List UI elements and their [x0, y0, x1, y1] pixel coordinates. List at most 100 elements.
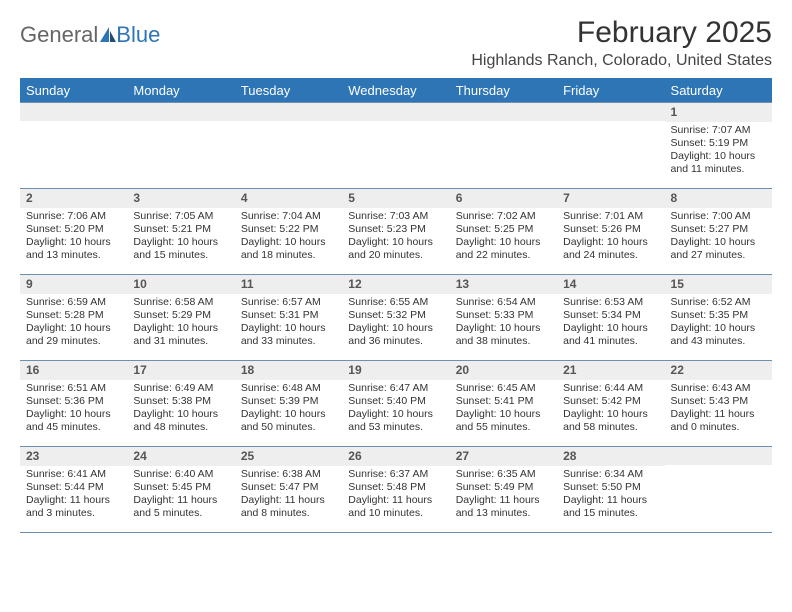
- sunrise-text: Sunrise: 6:34 AM: [563, 468, 658, 481]
- location-label: Highlands Ranch, Colorado, United States: [471, 52, 772, 70]
- calendar-day-cell: 13Sunrise: 6:54 AMSunset: 5:33 PMDayligh…: [450, 275, 557, 361]
- calendar-week-row: 23Sunrise: 6:41 AMSunset: 5:44 PMDayligh…: [20, 447, 772, 533]
- day-details: Sunrise: 7:07 AMSunset: 5:19 PMDaylight:…: [665, 122, 772, 181]
- daylight-text: Daylight: 10 hours and 29 minutes.: [26, 322, 121, 348]
- calendar-day-cell: 4Sunrise: 7:04 AMSunset: 5:22 PMDaylight…: [235, 189, 342, 275]
- day-details: Sunrise: 6:59 AMSunset: 5:28 PMDaylight:…: [20, 294, 127, 353]
- sunrise-text: Sunrise: 6:43 AM: [671, 382, 766, 395]
- daylight-text: Daylight: 10 hours and 18 minutes.: [241, 236, 336, 262]
- day-number: 12: [342, 275, 449, 294]
- day-number: [20, 103, 127, 121]
- day-details: Sunrise: 6:52 AMSunset: 5:35 PMDaylight:…: [665, 294, 772, 353]
- page-header: General Blue February 2025 Highlands Ran…: [20, 16, 772, 70]
- day-number: 24: [127, 447, 234, 466]
- calendar-day-cell: 14Sunrise: 6:53 AMSunset: 5:34 PMDayligh…: [557, 275, 664, 361]
- daylight-text: Daylight: 11 hours and 10 minutes.: [348, 494, 443, 520]
- day-details: Sunrise: 6:51 AMSunset: 5:36 PMDaylight:…: [20, 380, 127, 439]
- sunset-text: Sunset: 5:45 PM: [133, 481, 228, 494]
- logo-text-general: General: [20, 22, 98, 48]
- day-details: Sunrise: 6:44 AMSunset: 5:42 PMDaylight:…: [557, 380, 664, 439]
- calendar-day-cell: 24Sunrise: 6:40 AMSunset: 5:45 PMDayligh…: [127, 447, 234, 533]
- day-number: 21: [557, 361, 664, 380]
- calendar-day-cell: 28Sunrise: 6:34 AMSunset: 5:50 PMDayligh…: [557, 447, 664, 533]
- calendar-day-cell: 12Sunrise: 6:55 AMSunset: 5:32 PMDayligh…: [342, 275, 449, 361]
- day-number: 3: [127, 189, 234, 208]
- daylight-text: Daylight: 10 hours and 55 minutes.: [456, 408, 551, 434]
- weekday-header: Thursday: [450, 79, 557, 103]
- day-number: 10: [127, 275, 234, 294]
- sunset-text: Sunset: 5:25 PM: [456, 223, 551, 236]
- sunset-text: Sunset: 5:42 PM: [563, 395, 658, 408]
- calendar-day-cell: 21Sunrise: 6:44 AMSunset: 5:42 PMDayligh…: [557, 361, 664, 447]
- day-details: Sunrise: 7:06 AMSunset: 5:20 PMDaylight:…: [20, 208, 127, 267]
- sunset-text: Sunset: 5:27 PM: [671, 223, 766, 236]
- sunset-text: Sunset: 5:23 PM: [348, 223, 443, 236]
- daylight-text: Daylight: 11 hours and 0 minutes.: [671, 408, 766, 434]
- daylight-text: Daylight: 10 hours and 41 minutes.: [563, 322, 658, 348]
- sunrise-text: Sunrise: 7:04 AM: [241, 210, 336, 223]
- sunrise-text: Sunrise: 6:47 AM: [348, 382, 443, 395]
- sunset-text: Sunset: 5:32 PM: [348, 309, 443, 322]
- day-details: Sunrise: 7:01 AMSunset: 5:26 PMDaylight:…: [557, 208, 664, 267]
- day-number: 23: [20, 447, 127, 466]
- calendar-day-cell: 7Sunrise: 7:01 AMSunset: 5:26 PMDaylight…: [557, 189, 664, 275]
- daylight-text: Daylight: 10 hours and 22 minutes.: [456, 236, 551, 262]
- day-number: 16: [20, 361, 127, 380]
- day-details: Sunrise: 7:04 AMSunset: 5:22 PMDaylight:…: [235, 208, 342, 267]
- sunrise-text: Sunrise: 6:37 AM: [348, 468, 443, 481]
- day-number: 28: [557, 447, 664, 466]
- daylight-text: Daylight: 11 hours and 8 minutes.: [241, 494, 336, 520]
- calendar-day-cell: 22Sunrise: 6:43 AMSunset: 5:43 PMDayligh…: [665, 361, 772, 447]
- sunset-text: Sunset: 5:41 PM: [456, 395, 551, 408]
- daylight-text: Daylight: 10 hours and 31 minutes.: [133, 322, 228, 348]
- sunrise-text: Sunrise: 6:59 AM: [26, 296, 121, 309]
- calendar-day-cell: [20, 103, 127, 189]
- day-number: 22: [665, 361, 772, 380]
- sunrise-text: Sunrise: 7:00 AM: [671, 210, 766, 223]
- daylight-text: Daylight: 10 hours and 45 minutes.: [26, 408, 121, 434]
- day-number: 4: [235, 189, 342, 208]
- sunset-text: Sunset: 5:21 PM: [133, 223, 228, 236]
- day-details: Sunrise: 6:47 AMSunset: 5:40 PMDaylight:…: [342, 380, 449, 439]
- day-number: [342, 103, 449, 121]
- weekday-header: Friday: [557, 79, 664, 103]
- calendar-day-cell: 9Sunrise: 6:59 AMSunset: 5:28 PMDaylight…: [20, 275, 127, 361]
- calendar-day-cell: [342, 103, 449, 189]
- sunset-text: Sunset: 5:22 PM: [241, 223, 336, 236]
- sunset-text: Sunset: 5:47 PM: [241, 481, 336, 494]
- daylight-text: Daylight: 10 hours and 38 minutes.: [456, 322, 551, 348]
- day-number: 5: [342, 189, 449, 208]
- sunset-text: Sunset: 5:28 PM: [26, 309, 121, 322]
- sunrise-text: Sunrise: 6:38 AM: [241, 468, 336, 481]
- daylight-text: Daylight: 11 hours and 15 minutes.: [563, 494, 658, 520]
- sunrise-text: Sunrise: 7:01 AM: [563, 210, 658, 223]
- sunrise-text: Sunrise: 6:52 AM: [671, 296, 766, 309]
- logo: General Blue: [20, 16, 160, 48]
- calendar-day-cell: 27Sunrise: 6:35 AMSunset: 5:49 PMDayligh…: [450, 447, 557, 533]
- calendar-day-cell: 3Sunrise: 7:05 AMSunset: 5:21 PMDaylight…: [127, 189, 234, 275]
- sunrise-text: Sunrise: 7:07 AM: [671, 124, 766, 137]
- sunset-text: Sunset: 5:29 PM: [133, 309, 228, 322]
- day-details: Sunrise: 6:49 AMSunset: 5:38 PMDaylight:…: [127, 380, 234, 439]
- sunset-text: Sunset: 5:40 PM: [348, 395, 443, 408]
- day-number: [665, 447, 772, 465]
- month-title: February 2025: [471, 16, 772, 50]
- calendar-day-cell: 11Sunrise: 6:57 AMSunset: 5:31 PMDayligh…: [235, 275, 342, 361]
- calendar-week-row: 1Sunrise: 7:07 AMSunset: 5:19 PMDaylight…: [20, 103, 772, 189]
- calendar-day-cell: [665, 447, 772, 533]
- sunset-text: Sunset: 5:20 PM: [26, 223, 121, 236]
- daylight-text: Daylight: 11 hours and 5 minutes.: [133, 494, 228, 520]
- sunrise-text: Sunrise: 6:54 AM: [456, 296, 551, 309]
- weekday-header: Wednesday: [342, 79, 449, 103]
- sunset-text: Sunset: 5:43 PM: [671, 395, 766, 408]
- day-number: [127, 103, 234, 121]
- day-details: Sunrise: 6:43 AMSunset: 5:43 PMDaylight:…: [665, 380, 772, 439]
- daylight-text: Daylight: 10 hours and 53 minutes.: [348, 408, 443, 434]
- calendar-table: Sunday Monday Tuesday Wednesday Thursday…: [20, 78, 772, 533]
- sunset-text: Sunset: 5:34 PM: [563, 309, 658, 322]
- calendar-week-row: 9Sunrise: 6:59 AMSunset: 5:28 PMDaylight…: [20, 275, 772, 361]
- daylight-text: Daylight: 10 hours and 27 minutes.: [671, 236, 766, 262]
- daylight-text: Daylight: 10 hours and 15 minutes.: [133, 236, 228, 262]
- sunset-text: Sunset: 5:39 PM: [241, 395, 336, 408]
- calendar-body: 1Sunrise: 7:07 AMSunset: 5:19 PMDaylight…: [20, 103, 772, 533]
